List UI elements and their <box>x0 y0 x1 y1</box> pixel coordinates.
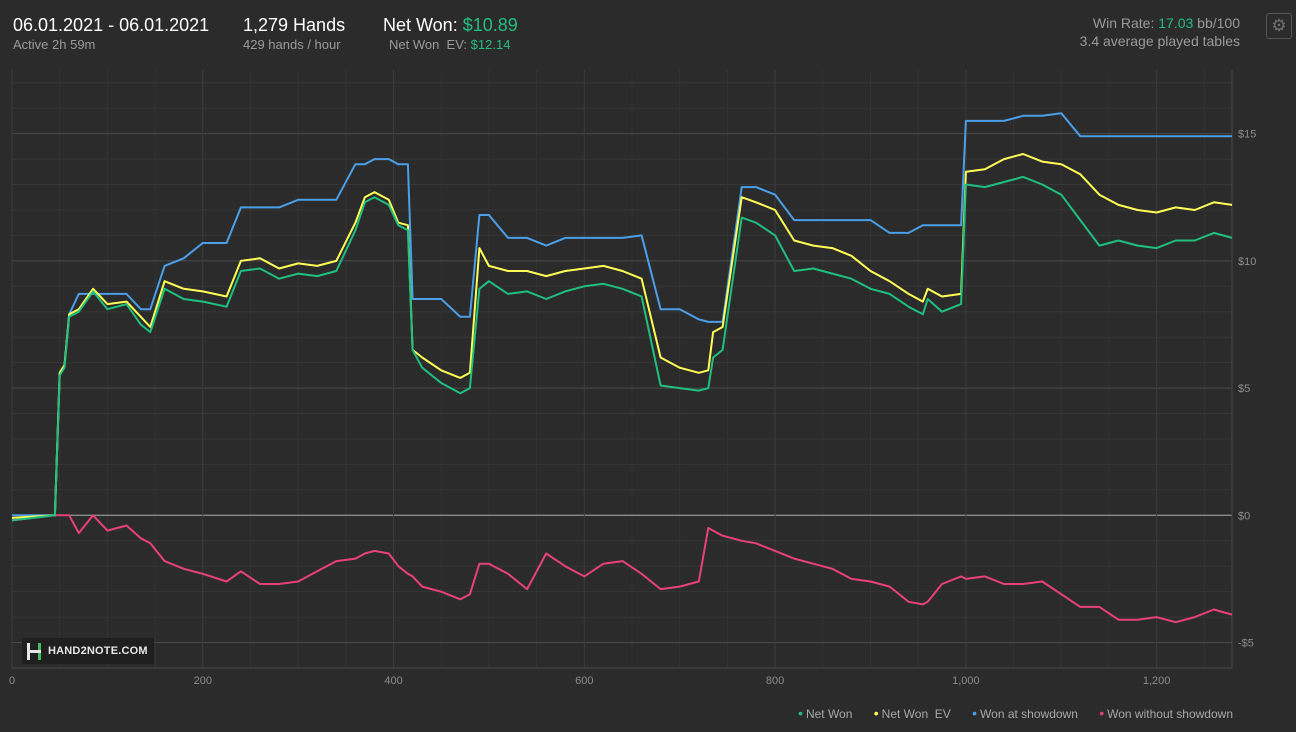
legend-dot: • <box>1099 705 1105 721</box>
gear-icon[interactable]: ⚙ <box>1266 13 1292 39</box>
x-tick-label: 800 <box>766 675 784 687</box>
legend-dot: • <box>798 705 803 721</box>
legend: • Net Won • Net Won EV • Won at showdown • W… <box>780 705 1233 721</box>
net-won: Net Won: $10.89 <box>383 14 518 36</box>
net-won-ev: Net Won EV: $12.14 <box>383 36 518 54</box>
series-line-net-won-ev <box>11 153 1233 519</box>
x-tick-label: 200 <box>194 675 212 687</box>
logo-icon <box>27 643 41 660</box>
net-won-ev-value: $12.14 <box>470 37 511 52</box>
legend-label: Won at showdown <box>980 707 1078 721</box>
date-block: 06.01.2021 - 06.01.2021 Active 2h 59m <box>13 14 209 54</box>
series-line-won-at-showdown <box>12 112 1232 517</box>
net-won-ev-label: Net Won EV: <box>389 37 468 52</box>
legend-label: Net Won EV <box>881 707 951 721</box>
legend-dot: • <box>972 705 978 721</box>
chart: $15 $10 $5 $0 -$5 0 200 400 600 800 1,000 1,200 <box>9 70 1256 687</box>
x-tick-label: 400 <box>384 675 402 687</box>
net-won-value: $10.89 <box>462 15 518 35</box>
win-rate: Win Rate: 17.03 bb/100 <box>1080 14 1240 32</box>
x-tick-label: 600 <box>575 675 593 687</box>
header: 06.01.2021 - 06.01.2021 Active 2h 59m 1,… <box>0 0 1296 70</box>
legend-label: Net Won <box>805 707 853 721</box>
logo: HAND2NOTE.COM <box>22 638 154 664</box>
hands-block: 1,279 Hands 429 hands / hour <box>243 14 345 54</box>
net-won-block: Net Won: $10.89 Net Won EV: $12.14 <box>383 14 518 54</box>
hands-rate: 429 hands / hour <box>243 37 341 52</box>
y-tick-label: $10 <box>1238 256 1256 268</box>
x-tick-label: 1,000 <box>952 675 980 687</box>
y-tick-label: -$5 <box>1238 638 1254 650</box>
y-tick-label: $15 <box>1238 129 1256 141</box>
legend-item-net-won[interactable]: • Net Won <box>798 705 853 721</box>
average-tables: 3.4 average played tables <box>1079 33 1240 49</box>
win-rate-label: Win Rate: <box>1092 15 1155 31</box>
hands-count: 1,279 Hands <box>243 15 346 35</box>
legend-dot: • <box>873 705 879 721</box>
legend-item-net-won-ev[interactable]: • Net Won EV <box>873 705 951 721</box>
x-tick-label: 0 <box>9 675 15 687</box>
active-time: Active 2h 59m <box>13 37 96 52</box>
series-line-net-won <box>11 175 1233 522</box>
series-layer <box>11 112 1233 624</box>
win-rate-unit: bb/100 <box>1197 15 1240 31</box>
series-line-won-without-showdown <box>11 514 1233 624</box>
net-won-label: Net Won: <box>383 15 458 35</box>
grid <box>11 70 1232 669</box>
legend-item-won-without-showdown[interactable]: • Won without showdown <box>1099 705 1233 721</box>
logo-text: HAND2NOTE.COM <box>48 645 148 657</box>
y-tick-label: $0 <box>1238 510 1250 522</box>
x-tick-label: 1,200 <box>1143 675 1171 687</box>
date-range: 06.01.2021 - 06.01.2021 <box>13 15 210 35</box>
win-rate-value: 17.03 <box>1158 15 1194 31</box>
axes: $15 $10 $5 $0 -$5 0 200 400 600 800 1,000 1,200 <box>9 70 1256 687</box>
win-rate-block: Win Rate: 17.03 bb/100 3.4 average playe… <box>1080 14 1240 50</box>
y-tick-label: $5 <box>1238 383 1250 395</box>
legend-item-won-at-showdown[interactable]: • Won at showdown <box>972 705 1078 721</box>
legend-label: Won without showdown <box>1107 707 1233 721</box>
